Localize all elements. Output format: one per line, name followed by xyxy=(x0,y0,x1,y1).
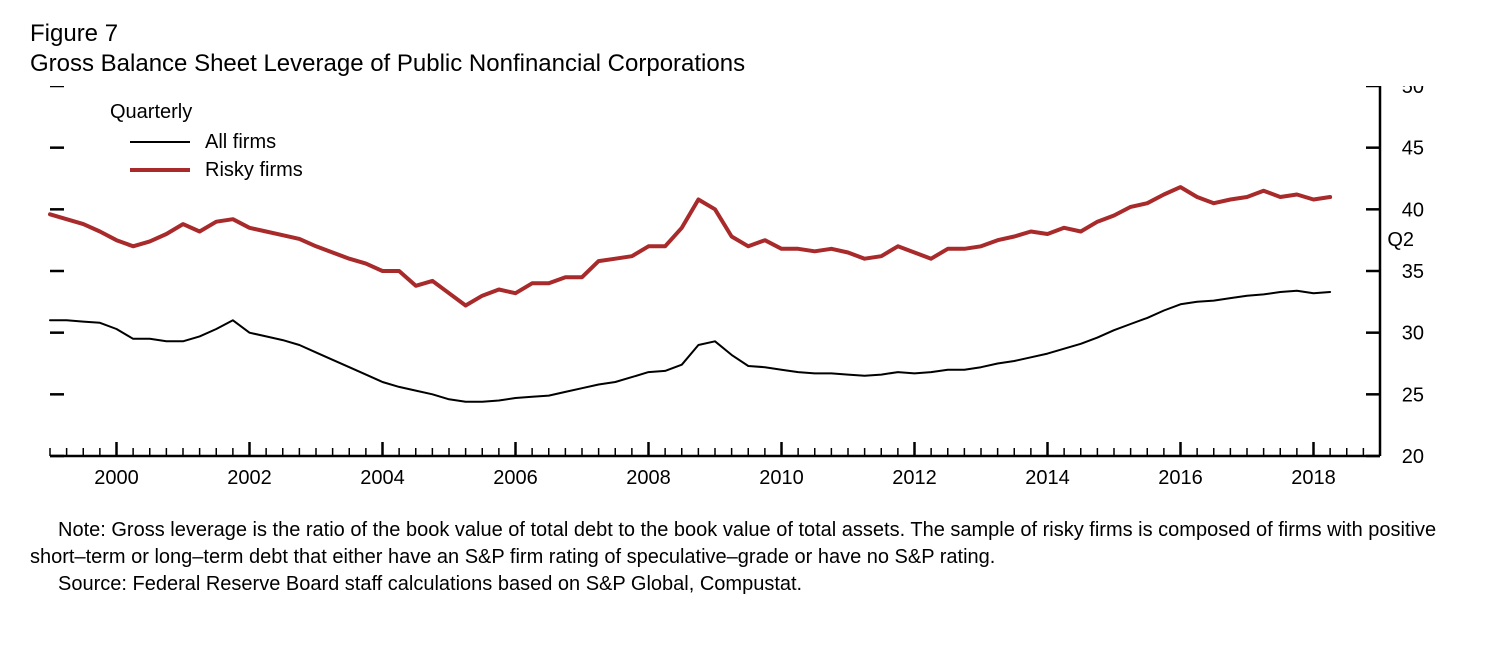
x-tick-label: 2012 xyxy=(892,467,937,489)
y-tick-label: 25 xyxy=(1402,384,1424,406)
chart-svg: 20253035404550PercentQ220002002200420062… xyxy=(30,86,1462,506)
x-tick-label: 2002 xyxy=(227,467,272,489)
end-label: Q2 xyxy=(1387,229,1414,251)
x-tick-label: 2004 xyxy=(360,467,405,489)
y-tick-label: 30 xyxy=(1402,323,1424,345)
figure-note: Note: Gross leverage is the ratio of the… xyxy=(30,517,1462,571)
legend-label: All firms xyxy=(205,131,276,153)
legend-label: Risky firms xyxy=(205,159,303,181)
x-tick-label: 2006 xyxy=(493,467,538,489)
x-tick-label: 2014 xyxy=(1025,467,1070,489)
x-tick-label: 2010 xyxy=(759,467,804,489)
y-tick-label: 35 xyxy=(1402,261,1424,283)
figure-container: Figure 7 Gross Balance Sheet Leverage of… xyxy=(0,0,1492,660)
y-tick-label: 45 xyxy=(1402,138,1424,160)
series-line xyxy=(50,187,1330,305)
figure-title: Gross Balance Sheet Leverage of Public N… xyxy=(30,50,1462,78)
x-tick-label: 2000 xyxy=(94,467,139,489)
figure-source: Source: Federal Reserve Board staff calc… xyxy=(30,571,1462,598)
y-tick-label: 50 xyxy=(1402,86,1424,98)
x-tick-label: 2018 xyxy=(1291,467,1336,489)
series-line xyxy=(50,291,1330,402)
x-tick-label: 2008 xyxy=(626,467,671,489)
y-tick-label: 20 xyxy=(1402,446,1424,468)
legend-title: Quarterly xyxy=(110,101,192,123)
y-tick-label: 40 xyxy=(1402,199,1424,221)
x-tick-label: 2016 xyxy=(1158,467,1203,489)
figure-number: Figure 7 xyxy=(30,20,1462,48)
chart-area: 20253035404550PercentQ220002002200420062… xyxy=(30,86,1462,511)
